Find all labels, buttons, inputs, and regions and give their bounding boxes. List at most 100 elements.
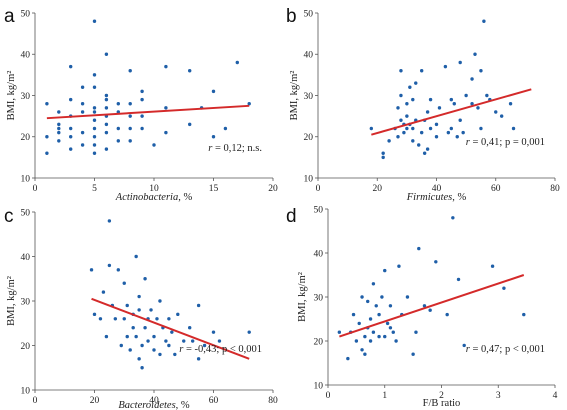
data-point bbox=[140, 114, 144, 118]
x-tick-label: 15 bbox=[209, 184, 219, 194]
y-tick-label: 20 bbox=[304, 133, 314, 143]
x-tick-label: 60 bbox=[209, 396, 219, 406]
data-point bbox=[164, 106, 168, 110]
data-point bbox=[499, 114, 504, 118]
data-point bbox=[417, 143, 421, 147]
data-point bbox=[211, 135, 216, 139]
data-point bbox=[182, 339, 186, 343]
data-point bbox=[173, 352, 177, 357]
data-point bbox=[464, 93, 468, 98]
data-point bbox=[116, 126, 121, 131]
trend-line bbox=[339, 274, 525, 338]
data-point bbox=[217, 339, 222, 343]
data-point bbox=[202, 343, 207, 348]
data-point bbox=[396, 106, 400, 110]
x-tick-label: 80 bbox=[268, 396, 278, 406]
data-point bbox=[508, 102, 513, 106]
data-point bbox=[211, 89, 216, 94]
data-point bbox=[368, 317, 373, 321]
x-axis-label-unit: , % bbox=[452, 192, 466, 203]
data-point bbox=[45, 151, 49, 155]
data-point bbox=[405, 102, 409, 106]
data-point bbox=[377, 334, 381, 339]
data-point bbox=[152, 334, 156, 339]
data-point bbox=[458, 118, 462, 122]
data-point bbox=[425, 147, 430, 151]
data-point bbox=[196, 303, 201, 308]
data-point bbox=[149, 308, 153, 312]
data-point bbox=[337, 330, 342, 334]
data-point bbox=[417, 246, 421, 251]
y-tick-label: 10 bbox=[314, 381, 324, 391]
data-point bbox=[92, 118, 97, 122]
data-point bbox=[462, 343, 466, 348]
x-tick-label: 80 bbox=[550, 184, 560, 194]
data-point bbox=[104, 106, 109, 110]
data-point bbox=[137, 308, 141, 312]
data-point bbox=[399, 93, 403, 98]
data-point bbox=[190, 339, 195, 343]
stat-values: = 0,41; p = 0,001 bbox=[470, 137, 545, 148]
data-point bbox=[383, 334, 387, 339]
data-point bbox=[80, 102, 85, 106]
x-tick-label: 0 bbox=[33, 396, 38, 406]
data-point bbox=[128, 102, 132, 106]
x-tick-label: 0 bbox=[326, 391, 331, 401]
data-point bbox=[146, 339, 150, 343]
y-tick-label: 30 bbox=[314, 293, 324, 303]
data-point bbox=[104, 122, 109, 127]
data-point bbox=[89, 268, 94, 272]
chart-panel-a: 10 20 30 40 50 0 5 10 15 20 a BMI, kg/m² Actinobacte… bbox=[4, 6, 278, 203]
data-point bbox=[419, 130, 424, 135]
data-point bbox=[143, 277, 147, 281]
stat-values: = 0,12; n.s. bbox=[212, 143, 262, 154]
data-point bbox=[80, 110, 85, 114]
data-point bbox=[449, 126, 454, 131]
data-point bbox=[405, 126, 409, 131]
data-point bbox=[476, 106, 480, 110]
x-axis-label: Bacteroidetes, % bbox=[118, 400, 190, 410]
x-tick-label: 20 bbox=[268, 184, 278, 194]
data-point bbox=[92, 135, 97, 139]
data-point bbox=[69, 135, 73, 139]
trend-line bbox=[46, 104, 250, 120]
data-point bbox=[247, 102, 251, 106]
y-tick-label: 30 bbox=[21, 297, 31, 307]
data-point bbox=[57, 139, 61, 143]
data-point bbox=[428, 308, 432, 312]
data-point bbox=[116, 102, 121, 106]
data-point bbox=[388, 326, 393, 330]
y-axis-label: BMI, kg/m² bbox=[6, 276, 17, 326]
data-point bbox=[368, 339, 373, 343]
data-point bbox=[371, 282, 376, 286]
data-point bbox=[92, 110, 97, 114]
data-point bbox=[511, 126, 516, 131]
y-tick-label: 10 bbox=[21, 386, 31, 396]
data-point bbox=[522, 312, 526, 317]
stat-values: = -0,43; p < 0,001 bbox=[183, 344, 262, 355]
data-point bbox=[140, 366, 144, 370]
y-axis-label: BMI, kg/m² bbox=[6, 71, 17, 121]
x-axis-label: Actinobacteria, % bbox=[115, 192, 193, 203]
data-point bbox=[397, 264, 401, 268]
data-point bbox=[485, 93, 489, 98]
data-point bbox=[122, 317, 126, 321]
data-point bbox=[107, 263, 112, 268]
data-point bbox=[422, 304, 427, 308]
data-point bbox=[451, 216, 455, 220]
data-point bbox=[479, 126, 483, 131]
data-point bbox=[57, 126, 61, 131]
panel-letter: a bbox=[4, 6, 15, 27]
data-point bbox=[394, 339, 398, 343]
data-point bbox=[411, 126, 415, 131]
x-tick-label: 10 bbox=[149, 184, 159, 194]
panel-letter: c bbox=[4, 206, 14, 227]
x-axis-label: F/B ratio bbox=[423, 398, 461, 409]
data-point bbox=[383, 268, 387, 273]
data-point bbox=[455, 135, 459, 139]
y-tick-label: 50 bbox=[314, 205, 324, 215]
data-point bbox=[98, 317, 103, 321]
data-point bbox=[411, 97, 415, 102]
data-point bbox=[140, 343, 144, 348]
